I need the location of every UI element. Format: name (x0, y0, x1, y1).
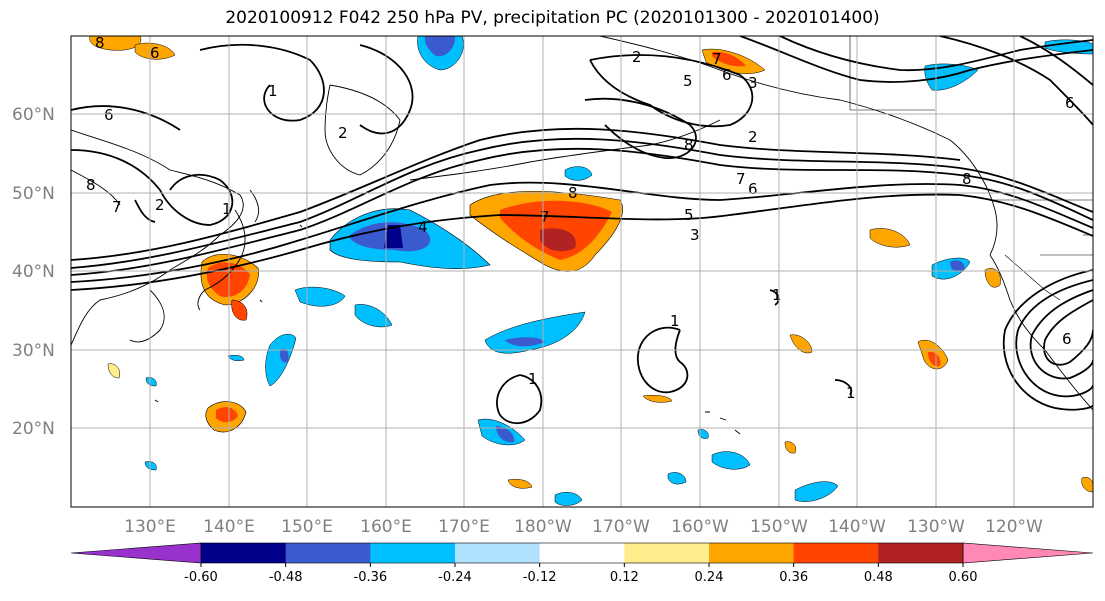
svg-text:1: 1 (670, 312, 680, 330)
svg-text:6: 6 (1062, 330, 1072, 348)
gridlines (71, 36, 1093, 507)
colorbar-tick-label: -0.36 (354, 570, 388, 585)
svg-text:6: 6 (722, 66, 732, 84)
lon-label: 140°W (828, 517, 886, 537)
lon-label: 130°E (124, 517, 176, 537)
precip-positive-max (540, 228, 576, 252)
latitude-labels: 60°N 50°N 40°N 30°N 20°N (12, 105, 55, 439)
svg-text:8: 8 (86, 176, 96, 194)
colorbar-segment (455, 543, 541, 563)
svg-text:6: 6 (1065, 94, 1075, 112)
svg-text:5: 5 (684, 206, 694, 224)
colorbar-tick-label: 0.24 (695, 570, 724, 585)
lon-label: 150°W (750, 517, 808, 537)
svg-text:6: 6 (150, 44, 160, 62)
lon-label: 140°E (203, 517, 255, 537)
svg-text:7: 7 (112, 198, 122, 216)
lon-label: 130°W (907, 517, 965, 537)
colorbar-tick-label: 0.60 (949, 570, 978, 585)
svg-text:8: 8 (962, 170, 972, 188)
colorbar-segment (709, 543, 795, 563)
svg-text:8: 8 (684, 136, 694, 154)
lat-label: 20°N (12, 419, 55, 439)
lat-label: 60°N (12, 105, 55, 125)
colorbar-segment (878, 543, 964, 563)
lon-label: 160°W (671, 517, 729, 537)
lon-label: 150°E (281, 517, 333, 537)
lon-label: 160°E (360, 517, 412, 537)
lon-label: 170°W (592, 517, 650, 537)
svg-text:7: 7 (736, 170, 746, 188)
svg-text:2: 2 (155, 196, 165, 214)
colorbar-frame (200, 542, 964, 564)
svg-text:6: 6 (748, 180, 758, 198)
colorbar-segment (370, 543, 456, 563)
svg-text:1: 1 (528, 370, 538, 388)
colorbar-tick-label: 0.12 (610, 570, 639, 585)
colorbar-tick-label: 0.36 (779, 570, 808, 585)
lat-label: 30°N (12, 341, 55, 361)
colorbar-segment (793, 543, 879, 563)
svg-text:3: 3 (748, 74, 758, 92)
colorbar-extend-high (962, 542, 1094, 564)
pv-contours (71, 36, 1093, 424)
colorbar-tick-label: -0.12 (523, 570, 557, 585)
colorbar-segment (539, 543, 625, 563)
colorbar-tick-label: -0.24 (438, 570, 472, 585)
colorbar-tick-label: 0.48 (864, 570, 893, 585)
svg-text:6: 6 (104, 106, 114, 124)
colorbar: -0.60 -0.48 -0.36 -0.24 -0.12 0.12 0.24 0.36 0.4… (70, 542, 1094, 585)
colorbar-segment (285, 543, 371, 563)
colorbar-segment (201, 543, 287, 563)
svg-text:1: 1 (222, 200, 232, 218)
lon-label: 180°W (514, 517, 572, 537)
svg-text:1: 1 (772, 286, 782, 304)
colorbar-extend-low (70, 542, 202, 564)
colorbar-tick-label: -0.60 (184, 570, 218, 585)
svg-text:4: 4 (418, 218, 428, 236)
svg-text:5: 5 (683, 72, 693, 90)
precipitation-shading (89, 36, 1093, 506)
longitude-labels: 130°E 140°E 150°E 160°E 170°E 180°W 170°… (124, 517, 1043, 537)
svg-text:3: 3 (690, 226, 700, 244)
svg-text:1: 1 (846, 384, 856, 402)
lon-label: 120°W (985, 517, 1043, 537)
lon-label: 170°E (438, 517, 490, 537)
lat-label: 40°N (12, 262, 55, 282)
map-title: 2020100912 F042 250 hPa PV, precipitatio… (225, 8, 880, 28)
svg-text:7: 7 (540, 208, 550, 226)
svg-text:2: 2 (632, 48, 642, 66)
svg-text:2: 2 (338, 124, 348, 142)
svg-text:1: 1 (268, 82, 278, 100)
lat-label: 50°N (12, 184, 55, 204)
svg-text:2: 2 (748, 128, 758, 146)
precip-negative-max (384, 225, 403, 248)
colorbar-tick-label: -0.48 (269, 570, 303, 585)
svg-text:8: 8 (95, 34, 105, 52)
colorbar-segment (624, 543, 710, 563)
svg-text:7: 7 (712, 50, 722, 68)
map-frame (70, 35, 1094, 508)
contour-labels: 6 8 7 2 1 2 8 6 7 2 5 4 3 7 6 5 3 8 7 6 … (86, 34, 1075, 402)
